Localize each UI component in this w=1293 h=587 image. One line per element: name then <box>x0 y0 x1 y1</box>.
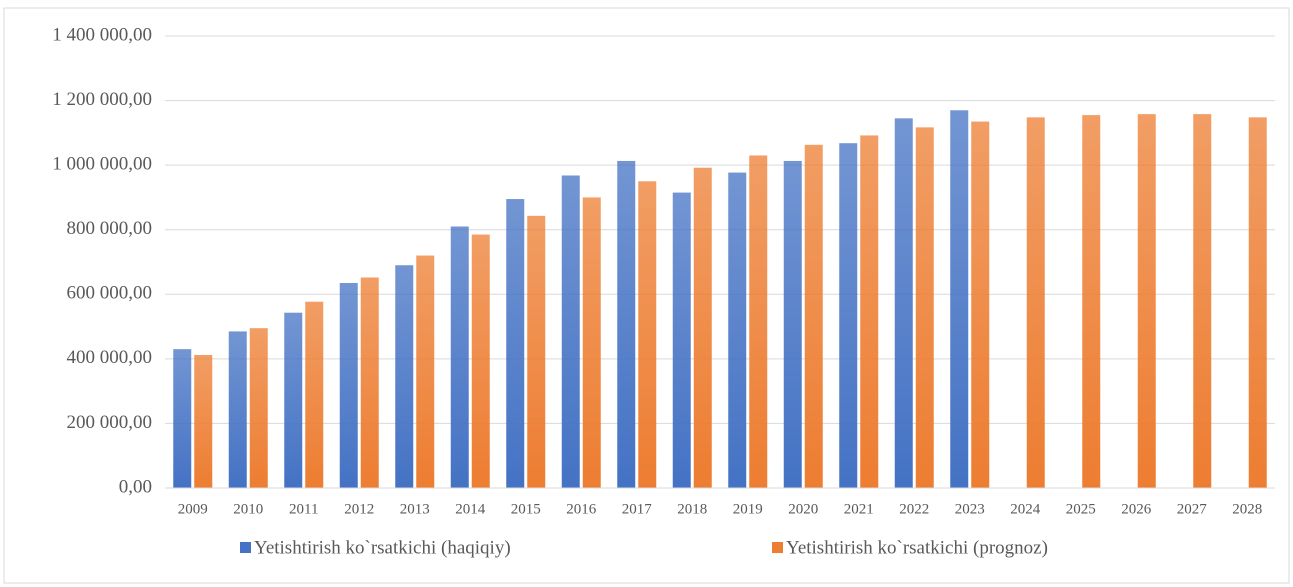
bar <box>416 255 435 488</box>
bar <box>860 135 879 488</box>
bar <box>693 167 712 488</box>
y-tick-label: 600 000,00 <box>67 283 153 304</box>
y-tick-label: 1 200 000,00 <box>52 89 152 110</box>
y-tick-label: 1 000 000,00 <box>52 154 152 175</box>
x-tick-label: 2018 <box>677 501 707 517</box>
x-tick-label: 2019 <box>733 501 763 517</box>
x-tick-label: 2028 <box>1232 501 1262 517</box>
x-tick-label: 2013 <box>400 501 430 517</box>
bar <box>194 354 213 488</box>
x-tick-label: 2014 <box>455 501 486 517</box>
bar <box>749 155 768 488</box>
bar <box>527 215 546 488</box>
x-tick-label: 2022 <box>899 501 929 517</box>
bar <box>228 331 247 488</box>
bar <box>1082 115 1101 488</box>
bar <box>582 197 601 488</box>
x-tick-label: 2026 <box>1121 501 1152 517</box>
bar <box>360 277 379 488</box>
bar <box>395 265 414 488</box>
bar <box>561 175 580 488</box>
bar <box>284 312 303 488</box>
bar <box>617 160 636 488</box>
x-tick-label: 2009 <box>178 501 208 517</box>
y-tick-label: 800 000,00 <box>67 218 153 239</box>
x-tick-label: 2012 <box>344 501 374 517</box>
bar <box>471 234 490 488</box>
legend-swatch <box>772 542 783 553</box>
bar <box>1026 117 1045 489</box>
bar <box>173 349 192 488</box>
bar <box>1193 114 1212 488</box>
x-tick-label: 2027 <box>1177 501 1208 517</box>
x-tick-label: 2015 <box>511 501 541 517</box>
bar <box>804 144 823 488</box>
bar <box>839 143 858 488</box>
bar <box>638 181 657 489</box>
bar <box>450 226 469 488</box>
x-tick-label: 2016 <box>566 501 597 517</box>
bar <box>971 121 990 489</box>
bar <box>305 301 324 488</box>
bar <box>783 160 802 488</box>
bar <box>728 172 747 488</box>
bar <box>950 110 969 488</box>
y-tick-label: 1 400 000,00 <box>52 24 152 45</box>
bar <box>1137 114 1156 488</box>
bar <box>506 199 525 489</box>
x-tick-label: 2020 <box>788 501 818 517</box>
bar <box>249 328 268 488</box>
x-tick-label: 2024 <box>1010 501 1041 517</box>
x-tick-label: 2021 <box>844 501 874 517</box>
x-tick-label: 2011 <box>289 501 318 517</box>
x-tick-label: 2025 <box>1066 501 1096 517</box>
bar <box>672 192 691 489</box>
legend-label: Yetishtirish ko`rsatkichi (prognoz) <box>786 537 1048 558</box>
y-tick-label: 0,00 <box>119 476 152 497</box>
y-tick-label: 200 000,00 <box>67 412 153 433</box>
bar <box>915 127 934 489</box>
legend-label: Yetishtirish ko`rsatkichi (haqiqiy) <box>254 537 511 558</box>
x-tick-label: 2023 <box>955 501 985 517</box>
bar <box>1248 117 1267 489</box>
bar <box>339 282 358 488</box>
x-tick-label: 2017 <box>622 501 653 517</box>
legend-swatch <box>240 542 251 553</box>
bar <box>894 118 913 488</box>
x-tick-label: 2010 <box>233 501 263 517</box>
y-tick-label: 400 000,00 <box>67 347 153 368</box>
